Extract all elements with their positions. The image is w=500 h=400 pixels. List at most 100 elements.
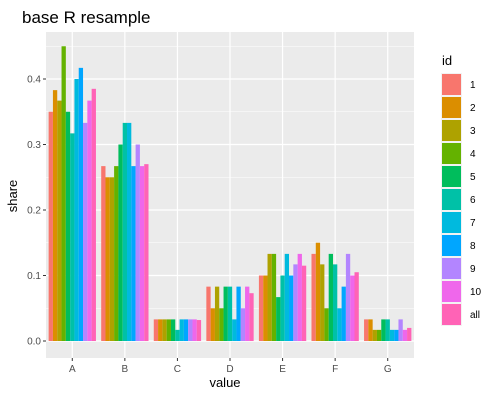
bar-A-6 bbox=[70, 133, 75, 341]
legend-label-10: 10 bbox=[470, 287, 482, 298]
legend-label-3: 3 bbox=[470, 126, 476, 137]
y-tick-label: 0.3 bbox=[27, 140, 41, 151]
legend-key-9 bbox=[442, 258, 461, 279]
bar-G-1 bbox=[364, 319, 369, 341]
bar-E-8 bbox=[289, 275, 294, 341]
legend-key-6 bbox=[442, 189, 461, 210]
bar-F-5 bbox=[328, 253, 333, 341]
bar-F-7 bbox=[337, 308, 342, 341]
bar-B-1 bbox=[101, 166, 106, 341]
bar-D-2 bbox=[210, 308, 215, 341]
legend-key-10 bbox=[442, 281, 461, 302]
bar-A-8 bbox=[78, 67, 84, 342]
legend-key-3 bbox=[442, 120, 461, 141]
x-tick-label: F bbox=[332, 364, 338, 375]
bar-A-1 bbox=[48, 111, 53, 341]
bar-C-2 bbox=[158, 319, 163, 341]
bar-A-9 bbox=[83, 122, 88, 341]
bar-F-all bbox=[354, 272, 359, 341]
bar-F-1 bbox=[311, 253, 316, 341]
bar-D-3 bbox=[214, 286, 220, 341]
legend-key-all bbox=[442, 304, 461, 325]
bar-D-all bbox=[249, 293, 254, 341]
bar-D-6 bbox=[227, 286, 233, 341]
legend-label-6: 6 bbox=[470, 195, 476, 206]
bar-C-4 bbox=[166, 319, 171, 341]
x-axis-title: value bbox=[209, 375, 240, 390]
bar-A-7 bbox=[74, 79, 79, 341]
bar-D-1 bbox=[206, 286, 211, 341]
bars bbox=[48, 46, 412, 342]
bar-B-6 bbox=[122, 122, 128, 341]
bar-C-9 bbox=[188, 319, 193, 341]
bar-E-1 bbox=[258, 275, 264, 341]
y-tick-label: 0.2 bbox=[27, 206, 41, 217]
legend-label-7: 7 bbox=[470, 218, 476, 229]
legend-label-all: all bbox=[470, 310, 480, 321]
bar-E-5 bbox=[276, 297, 281, 341]
x-tick-label: G bbox=[384, 364, 392, 375]
bar-C-6 bbox=[175, 329, 180, 341]
legend-label-1: 1 bbox=[470, 80, 476, 91]
bar-G-10 bbox=[402, 329, 408, 341]
bar-E-6 bbox=[280, 275, 285, 341]
bar-D-7 bbox=[232, 319, 237, 341]
bar-A-4 bbox=[61, 46, 66, 341]
bar-G-3 bbox=[372, 329, 377, 341]
bar-G-6 bbox=[385, 319, 390, 341]
bar-D-9 bbox=[240, 308, 246, 341]
legend-key-2 bbox=[442, 97, 461, 118]
bar-F-3 bbox=[320, 264, 325, 341]
legend-label-9: 9 bbox=[470, 264, 476, 275]
bar-B-10 bbox=[139, 166, 145, 341]
bar-G-7 bbox=[389, 329, 395, 341]
bar-E-all bbox=[301, 265, 307, 341]
bar-G-9 bbox=[398, 319, 403, 341]
bar-B-5 bbox=[118, 144, 123, 341]
legend-key-8 bbox=[442, 235, 461, 256]
bar-E-10 bbox=[297, 253, 302, 341]
bar-F-8 bbox=[341, 286, 346, 341]
bar-F-9 bbox=[345, 253, 351, 341]
x-tick-label: A bbox=[69, 364, 76, 375]
bar-C-10 bbox=[192, 319, 197, 341]
legend-label-4: 4 bbox=[470, 149, 476, 160]
bar-C-7 bbox=[179, 319, 184, 341]
bar-C-3 bbox=[162, 319, 167, 341]
legend-label-8: 8 bbox=[470, 241, 476, 252]
x-tick-label: C bbox=[174, 364, 181, 375]
bar-G-5 bbox=[381, 319, 386, 341]
bar-E-2 bbox=[263, 275, 268, 341]
x-axis: A B C D E F G bbox=[69, 358, 392, 375]
legend-key-4 bbox=[442, 143, 461, 164]
y-tick-label: 0.1 bbox=[27, 271, 41, 282]
bar-G-2 bbox=[368, 319, 373, 341]
legend-label-2: 2 bbox=[470, 103, 476, 114]
bar-A-2 bbox=[52, 90, 58, 341]
bar-D-4 bbox=[219, 308, 224, 341]
y-axis: 0.0 0.1 0.2 0.3 0.4 bbox=[27, 75, 46, 348]
bar-D-5 bbox=[223, 286, 228, 341]
y-tick-label: 0.4 bbox=[27, 75, 41, 86]
bar-E-4 bbox=[271, 253, 277, 341]
y-axis-title: share bbox=[5, 180, 20, 213]
bar-G-all bbox=[407, 327, 412, 341]
bar-E-3 bbox=[267, 253, 272, 341]
bar-B-7 bbox=[127, 122, 132, 341]
legend: id 1 2 3 4 5 6 7 8 9 10 all bbox=[441, 53, 482, 326]
legend-key-7 bbox=[442, 212, 461, 233]
x-tick-label: B bbox=[122, 364, 129, 375]
bar-B-2 bbox=[105, 177, 110, 341]
bar-D-10 bbox=[245, 286, 250, 341]
bar-B-4 bbox=[114, 166, 119, 341]
bar-F-10 bbox=[350, 275, 355, 341]
bar-A-3 bbox=[57, 100, 62, 342]
bar-B-all bbox=[144, 164, 149, 341]
bar-E-9 bbox=[293, 264, 298, 341]
bar-A-10 bbox=[87, 100, 92, 342]
bar-F-6 bbox=[332, 264, 338, 341]
bar-C-1 bbox=[153, 319, 159, 341]
bar-A-5 bbox=[65, 111, 71, 341]
bar-F-4 bbox=[324, 308, 329, 341]
